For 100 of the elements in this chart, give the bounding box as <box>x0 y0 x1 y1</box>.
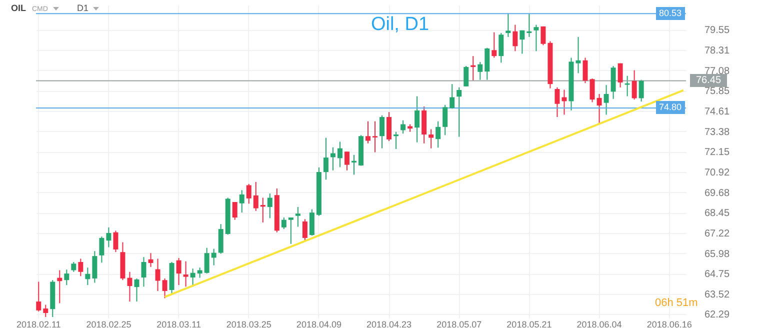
candlestick <box>554 86 560 118</box>
candlestick <box>478 62 483 80</box>
x-tick-label: 2018.03.11 <box>156 320 201 330</box>
candlestick <box>71 261 76 272</box>
candlestick <box>366 120 371 144</box>
candlestick <box>176 258 182 286</box>
candlestick <box>134 278 140 302</box>
y-tick-label: 74.61 <box>704 106 730 118</box>
x-tick-label: 2018.06.04 <box>576 320 622 330</box>
candlestick <box>246 183 252 204</box>
candlestick <box>57 270 62 304</box>
candlestick <box>211 248 216 266</box>
candlestick <box>113 230 118 253</box>
candlestick <box>204 247 210 274</box>
candlestick <box>632 70 637 100</box>
y-tick-label: 79.55 <box>704 25 730 36</box>
candlestick <box>162 278 168 299</box>
candlestick <box>323 137 328 180</box>
candlestick <box>351 154 356 176</box>
candlestick <box>260 197 266 223</box>
candlestick <box>78 258 84 277</box>
ref-line-label: 80.53 <box>656 7 685 20</box>
candlestick <box>190 268 196 288</box>
y-tick-label: 70.92 <box>704 167 730 178</box>
y-tick-label: 62.29 <box>704 310 730 321</box>
candlestick <box>267 192 272 219</box>
y-tick-label: 78.31 <box>704 46 730 57</box>
candlestick <box>590 78 595 103</box>
candlestick <box>155 258 160 292</box>
candlestick <box>183 260 188 288</box>
x-tick-label: 2018.06.16 <box>646 320 692 330</box>
candlestick <box>638 79 644 102</box>
candlestick <box>492 32 497 58</box>
candlestick <box>218 224 224 254</box>
candlestick <box>148 252 154 268</box>
y-tick-label: 73.38 <box>704 126 730 138</box>
candlestick <box>604 84 609 116</box>
text: Oil, D1 <box>370 14 430 36</box>
candlestick <box>295 206 300 228</box>
candlestick <box>576 36 581 74</box>
candlestick <box>85 267 90 286</box>
y-tick-label: 77.08 <box>704 66 730 77</box>
candlestick <box>232 202 238 220</box>
candlestick <box>288 217 294 244</box>
candlestick <box>414 96 420 143</box>
candlestick <box>540 26 546 46</box>
x-tick-label: 2018.03.25 <box>226 320 272 330</box>
x-tick-label: 2018.04.23 <box>366 320 412 330</box>
candlestick <box>106 226 112 248</box>
candlestick <box>470 56 476 82</box>
candlestick <box>302 218 308 242</box>
candlestick <box>92 250 98 284</box>
candlestick <box>506 13 511 38</box>
candlestick <box>436 120 441 148</box>
candlestick <box>127 271 132 302</box>
x-tick-label: 2018.02.25 <box>86 320 132 330</box>
y-tick-label: 69.68 <box>704 188 730 199</box>
candlestick <box>337 141 342 168</box>
candlestick <box>253 181 258 212</box>
candlestick <box>526 13 532 38</box>
candlestick <box>450 84 455 110</box>
text: OIL <box>11 3 26 13</box>
candlestick <box>520 30 525 54</box>
candlestick <box>36 281 42 312</box>
candlestick <box>442 104 448 136</box>
candlestick <box>400 120 406 134</box>
candlestick <box>372 120 378 153</box>
x-tick-label: 2018.05.07 <box>436 320 482 330</box>
x-tick-label: 2018.02.11 <box>16 320 61 330</box>
y-tick-label: 63.52 <box>704 289 730 300</box>
candlestick <box>464 65 469 87</box>
y-tick-label: 64.75 <box>704 269 730 280</box>
candlestick <box>64 269 70 286</box>
candlestick <box>197 267 202 278</box>
candlestick <box>309 208 314 236</box>
x-tick-label: 2018.05.21 <box>506 320 552 330</box>
candlestick <box>380 114 385 149</box>
ref-line-label: 76.45 <box>690 74 728 88</box>
candlestick <box>582 57 588 84</box>
y-tick-label: 75.85 <box>704 86 730 98</box>
candlestick <box>141 256 146 288</box>
candlestick <box>386 112 392 142</box>
candlestick <box>484 47 490 80</box>
candlestick <box>512 24 518 52</box>
candlestick <box>498 32 504 64</box>
x-tick-label: 2018.04.09 <box>296 320 342 330</box>
candlestick <box>596 93 602 124</box>
y-tick-label: 67.22 <box>704 228 730 240</box>
y-tick-label: 68.45 <box>704 208 730 220</box>
candlestick <box>43 304 48 318</box>
candlestick <box>456 86 462 138</box>
y-tick-label: 65.98 <box>704 248 730 260</box>
candlestick <box>281 217 286 230</box>
candlestick <box>618 62 623 88</box>
y-tick-label: 72.15 <box>704 147 730 158</box>
candlestick <box>534 24 539 52</box>
annotation: D1 <box>76 3 88 13</box>
candlestick <box>99 236 104 264</box>
candlestick <box>428 128 434 149</box>
candlestick <box>344 151 350 171</box>
